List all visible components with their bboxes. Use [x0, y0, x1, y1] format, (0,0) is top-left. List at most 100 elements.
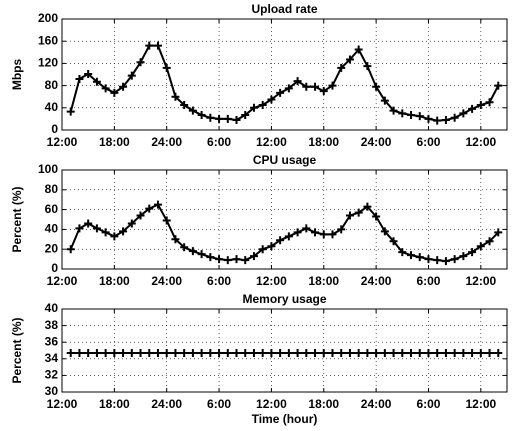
- marker: [127, 348, 136, 357]
- marker: [415, 112, 424, 121]
- marker: [485, 98, 494, 107]
- x-tick-label: 24:00: [361, 397, 392, 411]
- marker: [328, 230, 337, 239]
- marker: [311, 82, 320, 91]
- marker: [92, 77, 101, 86]
- marker: [162, 216, 171, 225]
- x-tick-label: 18:00: [99, 135, 130, 149]
- marker: [206, 113, 215, 122]
- marker: [485, 348, 494, 357]
- marker: [171, 92, 180, 101]
- marker: [319, 87, 328, 96]
- marker: [153, 41, 162, 50]
- y-tick-label: 40: [45, 301, 59, 315]
- marker: [389, 106, 398, 115]
- x-tick-label: 12:00: [465, 274, 496, 288]
- marker: [441, 348, 450, 357]
- marker: [284, 348, 293, 357]
- y-tick-label: 32: [45, 368, 59, 382]
- y-tick-label: 40: [45, 100, 59, 114]
- marker: [249, 103, 258, 112]
- marker: [363, 62, 372, 71]
- marker: [206, 348, 215, 357]
- marker: [101, 348, 110, 357]
- marker: [249, 348, 258, 357]
- y-tick-label: 34: [45, 351, 59, 365]
- marker: [494, 81, 503, 90]
- marker: [302, 224, 311, 233]
- y-tick-label: 40: [45, 222, 59, 236]
- marker: [258, 101, 267, 110]
- marker: [319, 348, 328, 357]
- marker: [424, 348, 433, 357]
- marker: [398, 248, 407, 257]
- marker: [372, 348, 381, 357]
- marker: [267, 95, 276, 104]
- marker: [354, 45, 363, 54]
- marker: [380, 227, 389, 236]
- marker: [337, 348, 346, 357]
- y-tick-label: 120: [38, 56, 58, 70]
- marker: [354, 208, 363, 217]
- marker: [110, 348, 119, 357]
- marker: [372, 82, 381, 91]
- marker: [276, 348, 285, 357]
- marker: [337, 225, 346, 234]
- marker: [180, 348, 189, 357]
- marker: [398, 109, 407, 118]
- x-tick-label: 18:00: [308, 397, 339, 411]
- marker: [494, 348, 503, 357]
- y-tick-label: 0: [51, 261, 58, 275]
- marker: [319, 230, 328, 239]
- marker: [136, 348, 145, 357]
- marker: [407, 251, 416, 260]
- y-axis-label: Mbps: [10, 59, 24, 91]
- marker: [162, 63, 171, 72]
- marker: [66, 107, 75, 116]
- marker: [476, 348, 485, 357]
- plot-frame: [61, 18, 508, 131]
- marker: [433, 256, 442, 265]
- marker: [223, 348, 232, 357]
- marker: [162, 348, 171, 357]
- marker: [450, 113, 459, 122]
- y-tick-label: 36: [45, 334, 59, 348]
- marker: [389, 348, 398, 357]
- marker: [476, 242, 485, 251]
- marker: [433, 348, 442, 357]
- marker: [302, 348, 311, 357]
- marker: [328, 348, 337, 357]
- marker: [110, 88, 119, 97]
- marker: [66, 348, 75, 357]
- marker: [293, 348, 302, 357]
- marker: [258, 245, 267, 254]
- marker: [232, 116, 241, 125]
- x-tick-label: 6:00: [416, 274, 440, 288]
- marker: [468, 104, 477, 113]
- marker: [75, 74, 84, 83]
- marker: [249, 252, 258, 261]
- marker: [119, 227, 128, 236]
- marker: [441, 116, 450, 125]
- x-tick-label: 12:00: [256, 135, 287, 149]
- marker: [197, 250, 206, 259]
- marker: [433, 116, 442, 125]
- marker: [119, 348, 128, 357]
- marker: [345, 55, 354, 64]
- chart-title: Upload rate: [251, 2, 317, 16]
- marker: [485, 237, 494, 246]
- marker: [267, 242, 276, 251]
- marker: [232, 255, 241, 264]
- marker: [145, 348, 154, 357]
- marker: [276, 236, 285, 245]
- marker: [197, 348, 206, 357]
- marker: [311, 348, 320, 357]
- marker: [276, 88, 285, 97]
- marker: [302, 82, 311, 91]
- marker: [459, 252, 468, 261]
- marker: [232, 348, 241, 357]
- x-tick-label: 6:00: [207, 274, 231, 288]
- marker: [180, 101, 189, 110]
- marker: [84, 219, 93, 228]
- marker: [153, 200, 162, 209]
